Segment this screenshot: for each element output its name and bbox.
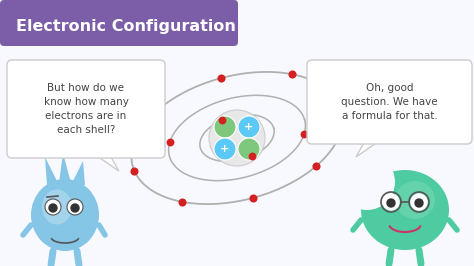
- Circle shape: [238, 116, 260, 138]
- Circle shape: [71, 204, 79, 212]
- FancyBboxPatch shape: [307, 60, 472, 144]
- Circle shape: [45, 199, 61, 215]
- Ellipse shape: [31, 179, 99, 251]
- Polygon shape: [71, 161, 85, 185]
- Circle shape: [238, 138, 260, 160]
- Point: [218, 118, 226, 122]
- Polygon shape: [93, 153, 119, 171]
- Polygon shape: [356, 139, 382, 157]
- Point: [288, 72, 296, 76]
- Ellipse shape: [42, 189, 72, 225]
- FancyBboxPatch shape: [0, 0, 238, 46]
- Ellipse shape: [395, 181, 435, 219]
- Point: [131, 169, 138, 173]
- Text: Oh, good
question. We have
a formula for that.: Oh, good question. We have a formula for…: [341, 83, 438, 121]
- Circle shape: [49, 204, 57, 212]
- Circle shape: [383, 194, 399, 210]
- Point: [312, 164, 320, 168]
- Text: +: +: [220, 144, 229, 154]
- Circle shape: [209, 110, 265, 166]
- Circle shape: [411, 194, 427, 210]
- Point: [154, 108, 162, 112]
- Text: Electronic Configuration: Electronic Configuration: [16, 19, 236, 34]
- Point: [166, 140, 173, 144]
- Polygon shape: [59, 153, 71, 183]
- Point: [249, 196, 257, 200]
- Circle shape: [67, 199, 83, 215]
- Text: +: +: [245, 122, 254, 132]
- Point: [301, 132, 308, 136]
- Circle shape: [214, 116, 236, 138]
- Circle shape: [387, 199, 395, 207]
- Circle shape: [415, 199, 423, 207]
- Polygon shape: [45, 157, 59, 185]
- Point: [217, 76, 225, 80]
- Point: [248, 154, 256, 158]
- Text: But how do we
know how many
electrons are in
each shell?: But how do we know how many electrons ar…: [44, 83, 128, 135]
- Point: [178, 200, 186, 204]
- Circle shape: [339, 154, 395, 210]
- Ellipse shape: [361, 170, 449, 250]
- Circle shape: [214, 138, 236, 160]
- FancyBboxPatch shape: [7, 60, 165, 158]
- Point: [336, 103, 343, 107]
